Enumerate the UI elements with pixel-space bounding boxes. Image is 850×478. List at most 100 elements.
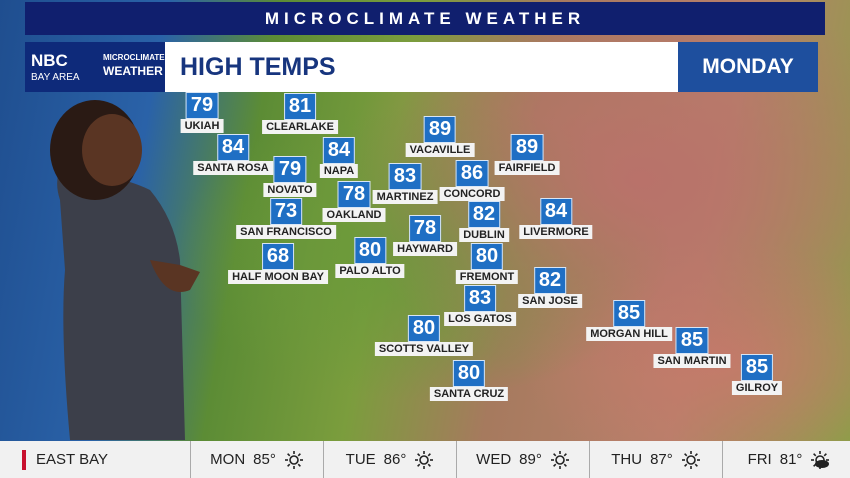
city-label: 83 LOS GATOS bbox=[444, 285, 516, 326]
logo-brand: WEATHER bbox=[103, 64, 163, 78]
city-temp: 68 bbox=[261, 243, 295, 270]
city-temp: 85 bbox=[740, 354, 774, 381]
city-name: NAPA bbox=[319, 164, 359, 178]
city-name: LIVERMORE bbox=[519, 225, 593, 239]
logo: NBC BAY AREA MICROCLIMATE WEATHER bbox=[25, 42, 165, 92]
forecast-day: FRI 81° bbox=[722, 441, 850, 478]
city-name: UKIAH bbox=[180, 119, 224, 133]
city-name: FREMONT bbox=[455, 270, 519, 284]
city-label: 80 FREMONT bbox=[455, 243, 519, 284]
city-name: SCOTTS VALLEY bbox=[374, 342, 474, 356]
city-temp: 80 bbox=[353, 237, 387, 264]
weather-icon bbox=[550, 450, 569, 469]
city-name: CLEARLAKE bbox=[262, 120, 338, 134]
city-name: SAN JOSE bbox=[518, 294, 582, 308]
city-label: 89 FAIRFIELD bbox=[494, 134, 560, 175]
region-label: EAST BAY bbox=[36, 451, 108, 468]
day-name: THU bbox=[611, 451, 643, 468]
city-label: 80 SCOTTS VALLEY bbox=[374, 315, 474, 356]
city-name: SAN MARTIN bbox=[653, 354, 731, 368]
forecast-bar: EAST BAY MON 85° TUE 86° WED 89° THU 87° FRI 81° bbox=[0, 441, 850, 478]
presenter-body bbox=[57, 150, 186, 440]
city-label: 85 GILROY bbox=[731, 354, 783, 395]
weather-icon bbox=[284, 450, 303, 469]
city-temp: 84 bbox=[539, 198, 573, 225]
city-temp: 79 bbox=[273, 156, 307, 183]
forecast-day: MON 85° bbox=[190, 441, 323, 478]
presenter-arm bbox=[150, 260, 200, 292]
city-temp: 80 bbox=[452, 360, 486, 387]
city-temp: 83 bbox=[463, 285, 497, 312]
logo-region: BAY AREA bbox=[31, 72, 80, 83]
city-label: 68 HALF MOON BAY bbox=[228, 243, 328, 284]
forecast-region: EAST BAY bbox=[0, 441, 190, 478]
city-label: 78 HAYWARD bbox=[393, 215, 457, 256]
city-name: DUBLIN bbox=[459, 228, 509, 242]
city-temp: 83 bbox=[388, 163, 422, 190]
day-temp: 81° bbox=[779, 451, 803, 468]
city-name: GILROY bbox=[731, 381, 783, 395]
city-name: FAIRFIELD bbox=[494, 161, 560, 175]
city-label: 84 SANTA ROSA bbox=[193, 134, 273, 175]
city-label: 73 SAN FRANCISCO bbox=[236, 198, 336, 239]
city-temp: 80 bbox=[470, 243, 504, 270]
day-name: TUE bbox=[345, 451, 376, 468]
forecast-day: WED 89° bbox=[456, 441, 589, 478]
city-label: 81 CLEARLAKE bbox=[262, 93, 338, 134]
city-name: SAN FRANCISCO bbox=[236, 225, 336, 239]
city-temp: 84 bbox=[322, 137, 356, 164]
city-name: HAYWARD bbox=[393, 242, 457, 256]
city-label: 89 VACAVILLE bbox=[405, 116, 475, 157]
weather-icon bbox=[681, 450, 700, 469]
city-name: SANTA ROSA bbox=[193, 161, 273, 175]
day-temp: 85° bbox=[253, 451, 276, 468]
city-label: 80 PALO ALTO bbox=[335, 237, 405, 278]
city-temp: 85 bbox=[612, 300, 646, 327]
city-label: 79 NOVATO bbox=[263, 156, 317, 197]
city-label: 84 NAPA bbox=[319, 137, 359, 178]
city-temp: 86 bbox=[455, 160, 489, 187]
city-label: 80 SANTA CRUZ bbox=[429, 360, 509, 401]
city-name: VACAVILLE bbox=[405, 143, 475, 157]
city-temp: 79 bbox=[185, 92, 219, 119]
city-name: SANTA CRUZ bbox=[429, 387, 509, 401]
city-label: 82 SAN JOSE bbox=[518, 267, 582, 308]
city-temp: 85 bbox=[675, 327, 709, 354]
day-name: FRI bbox=[747, 451, 772, 468]
city-name: PALO ALTO bbox=[335, 264, 405, 278]
title: HIGH TEMPS bbox=[165, 42, 678, 92]
city-name: HALF MOON BAY bbox=[228, 270, 328, 284]
city-temp: 82 bbox=[533, 267, 567, 294]
city-temp: 78 bbox=[408, 215, 442, 242]
city-name: MORGAN HILL bbox=[586, 327, 672, 341]
city-temp: 73 bbox=[269, 198, 303, 225]
day: MONDAY bbox=[678, 42, 818, 92]
city-name: OAKLAND bbox=[322, 208, 386, 222]
day-name: MON bbox=[210, 451, 246, 468]
forecast-day: THU 87° bbox=[589, 441, 722, 478]
city-label: 79 UKIAH bbox=[180, 92, 224, 133]
city-temp: 78 bbox=[337, 181, 371, 208]
city-label: 78 OAKLAND bbox=[322, 181, 386, 222]
city-label: 82 DUBLIN bbox=[459, 201, 509, 242]
logo-network: NBC bbox=[31, 51, 68, 70]
city-name: LOS GATOS bbox=[444, 312, 516, 326]
city-temp: 89 bbox=[510, 134, 544, 161]
day-temp: 86° bbox=[383, 451, 407, 468]
day-name: WED bbox=[476, 451, 512, 468]
presenter-face bbox=[82, 114, 142, 186]
weather-icon bbox=[415, 450, 434, 469]
city-name: NOVATO bbox=[263, 183, 317, 197]
city-label: 86 CONCORD bbox=[439, 160, 505, 201]
city-temp: 80 bbox=[407, 315, 441, 342]
city-temp: 82 bbox=[467, 201, 501, 228]
city-temp: 84 bbox=[216, 134, 250, 161]
city-label: 85 MORGAN HILL bbox=[586, 300, 672, 341]
city-temp: 81 bbox=[283, 93, 317, 120]
logo-brand: MICROCLIMATE bbox=[103, 53, 165, 62]
city-label: 83 MARTINEZ bbox=[372, 163, 438, 204]
accent bbox=[22, 449, 26, 470]
city-label: 85 SAN MARTIN bbox=[653, 327, 731, 368]
city-temp: 89 bbox=[423, 116, 457, 143]
